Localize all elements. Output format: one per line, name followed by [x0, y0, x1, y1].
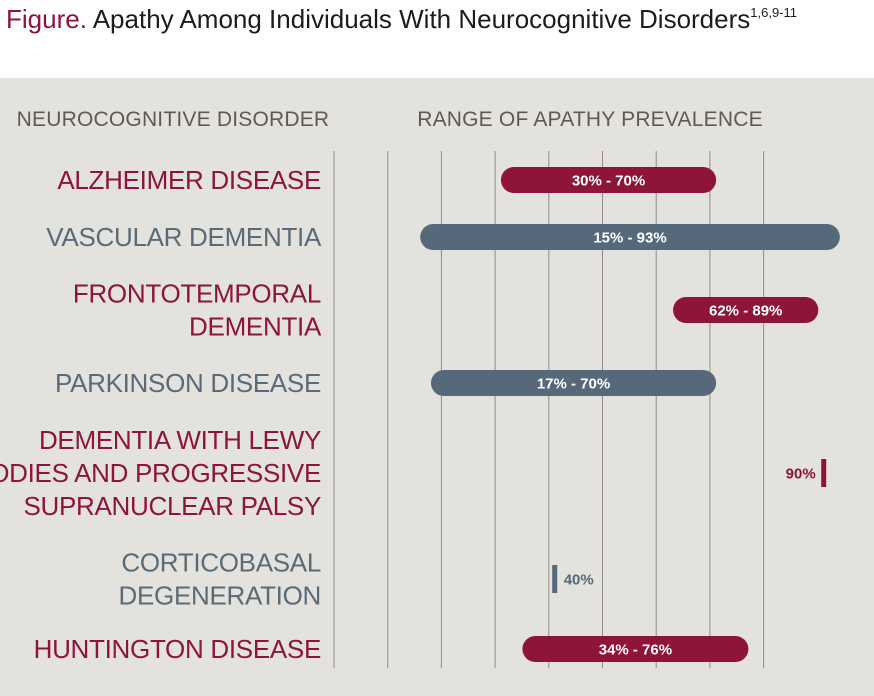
figure-title-text: Apathy Among Individuals With Neurocogni…: [92, 4, 751, 34]
disorder-row: VASCULAR DEMENTIA 15% - 93%: [46, 222, 840, 252]
range-bar: [500, 167, 717, 193]
disorder-label: VASCULAR DEMENTIA: [46, 222, 322, 252]
disorder-label: DEGENERATION: [119, 581, 322, 611]
figure-lead: Figure.: [6, 4, 87, 34]
disorder-label: DEMENTIA WITH LEWY: [39, 425, 321, 455]
range-bar: [673, 297, 819, 323]
disorder-label: HUNTINGTON DISEASE: [34, 634, 321, 664]
point-marker: [552, 565, 558, 593]
disorder-label: PARKINSON DISEASE: [55, 368, 321, 398]
disorder-label: DEMENTIA: [189, 312, 322, 342]
point-label: 40%: [564, 572, 594, 589]
chart-rows: ALZHEIMER DISEASE 30% - 70% VASCULAR DEMEN…: [0, 165, 840, 664]
header-prevalence: RANGE OF APATHY PREVALENCE: [417, 108, 763, 131]
point-label: 90%: [786, 466, 816, 483]
range-label: 15% - 93%: [593, 230, 666, 247]
disorder-label: FRONTOTEMPORAL: [73, 279, 321, 309]
disorder-label: BODIES AND PROGRESSIVE: [0, 458, 321, 488]
range-bar: [420, 224, 840, 250]
range-bar: [430, 370, 717, 396]
disorder-row: HUNTINGTON DISEASE 34% - 76%: [34, 634, 749, 664]
range-bar: [522, 636, 749, 662]
apathy-range-chart: NEUROCOGNITIVE DISORDER RANGE OF APATHY …: [0, 108, 840, 668]
disorder-label: CORTICOBASAL: [121, 548, 321, 578]
disorder-row: PARKINSON DISEASE 17% - 70%: [55, 368, 717, 398]
chart-panel: NEUROCOGNITIVE DISORDER RANGE OF APATHY …: [0, 78, 874, 696]
figure-references: 1,6,9-11: [750, 5, 798, 20]
point-marker: [821, 459, 827, 487]
range-label: 62% - 89%: [709, 303, 782, 320]
header-disorder: NEUROCOGNITIVE DISORDER: [17, 108, 330, 131]
range-label: 34% - 76%: [599, 642, 672, 659]
range-label: 30% - 70%: [572, 173, 645, 190]
disorder-label: ALZHEIMER DISEASE: [57, 165, 321, 195]
range-label: 17% - 70%: [537, 376, 610, 393]
figure-title: Figure. Apathy Among Individuals With Ne…: [6, 4, 866, 34]
disorder-label: SUPRANUCLEAR PALSY: [23, 491, 321, 521]
disorder-row: ALZHEIMER DISEASE 30% - 70%: [57, 165, 717, 195]
